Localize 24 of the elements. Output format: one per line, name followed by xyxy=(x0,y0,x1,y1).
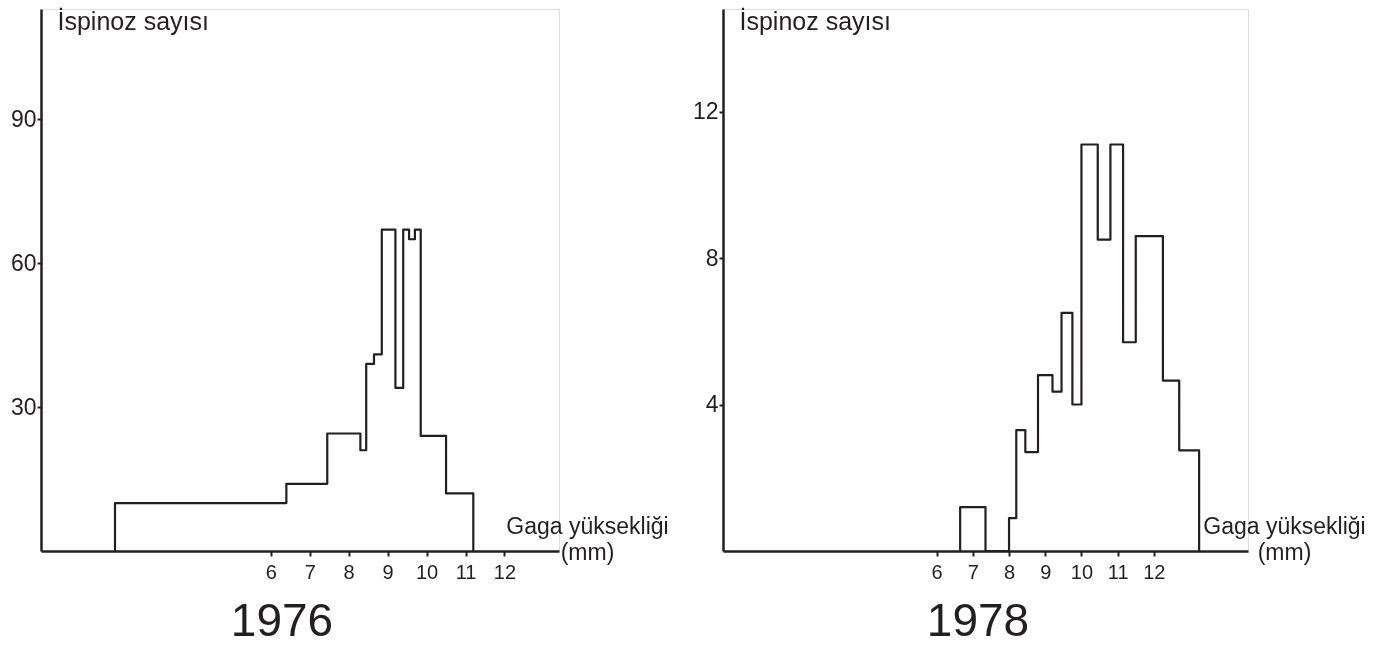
x-tick-label: 12 xyxy=(1143,560,1166,583)
y-axis-title: İspinoz sayısı xyxy=(739,6,891,35)
x-tick-label: 6 xyxy=(931,560,943,583)
y-axis-title: İspinoz sayısı xyxy=(57,6,209,35)
x-axis-title: Gaga yüksekliği (mm) xyxy=(1203,512,1366,565)
x-tick-label: 9 xyxy=(382,560,394,583)
text: 1976 xyxy=(230,594,334,646)
x-tick-label: 7 xyxy=(304,560,316,583)
x-tick-label: 8 xyxy=(343,560,355,583)
x-tick-label: 8 xyxy=(1003,560,1016,583)
x-tick-label: 11 xyxy=(1107,560,1129,583)
x-tick-label: 11 xyxy=(455,560,477,583)
y-tick-label: 90 xyxy=(10,105,37,132)
text: 1978 xyxy=(926,594,1030,646)
x-tick-label: 10 xyxy=(1070,560,1094,583)
x-tick-label: 9 xyxy=(1040,560,1052,583)
x-tick-label: 7 xyxy=(967,560,979,583)
y-tick-label: 8 xyxy=(705,244,719,271)
x-tick-label: 6 xyxy=(265,560,277,583)
y-tick-label: 60 xyxy=(10,249,37,276)
x-tick-label: 10 xyxy=(415,560,439,583)
y-tick-label: 30 xyxy=(10,393,37,420)
y-tick-label: 4 xyxy=(705,391,719,418)
y-tick-label: 12 xyxy=(692,98,719,125)
